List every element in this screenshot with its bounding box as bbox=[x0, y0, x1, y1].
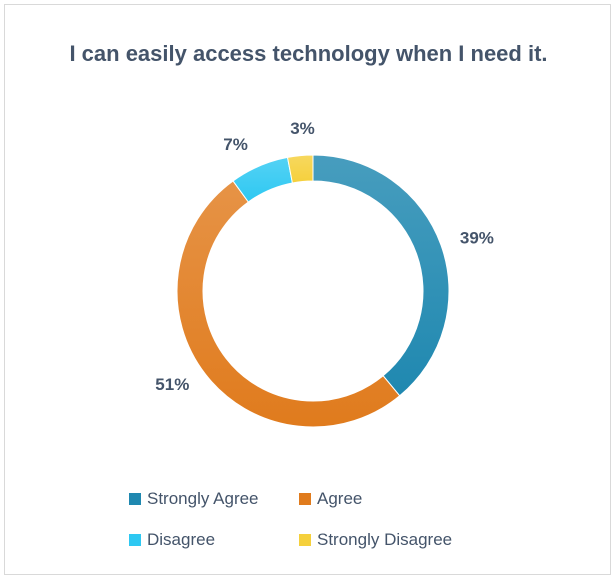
legend-swatch-strongly-disagree bbox=[299, 534, 311, 546]
legend-item-strongly-agree: Strongly Agree bbox=[129, 489, 259, 509]
slice-label-disagree: 7% bbox=[223, 135, 248, 154]
legend-label-disagree: Disagree bbox=[147, 530, 216, 549]
legend-item-strongly-disagree: Strongly Disagree bbox=[299, 530, 452, 550]
legend-label-strongly-agree: Strongly Agree bbox=[147, 489, 259, 508]
legend-swatch-agree bbox=[299, 493, 311, 505]
legend-label-strongly-disagree: Strongly Disagree bbox=[317, 530, 453, 549]
legend-swatch-disagree bbox=[129, 534, 141, 546]
chart-frame: I can easily access technology when I ne… bbox=[4, 4, 611, 575]
legend-label-agree: Agree bbox=[317, 489, 363, 508]
donut-labels: 39% 51% 7% 3% bbox=[155, 119, 494, 394]
donut-slice-agree bbox=[176, 180, 401, 428]
donut-chart: 39% 51% 7% 3% bbox=[155, 119, 494, 428]
chart-title: I can easily access technology when I ne… bbox=[69, 41, 548, 66]
legend-item-disagree: Disagree bbox=[129, 530, 215, 550]
donut-slice-strongly-agree bbox=[312, 154, 450, 397]
legend-item-agree: Agree bbox=[299, 489, 362, 509]
slice-label-strongly-agree: 39% bbox=[460, 228, 494, 247]
legend-swatch-strongly-agree bbox=[129, 493, 141, 505]
slice-label-agree: 51% bbox=[155, 375, 189, 394]
donut-slices bbox=[176, 154, 450, 428]
donut-slice-strongly-disagree bbox=[286, 154, 314, 184]
slice-label-strongly-disagree: 3% bbox=[290, 119, 315, 138]
